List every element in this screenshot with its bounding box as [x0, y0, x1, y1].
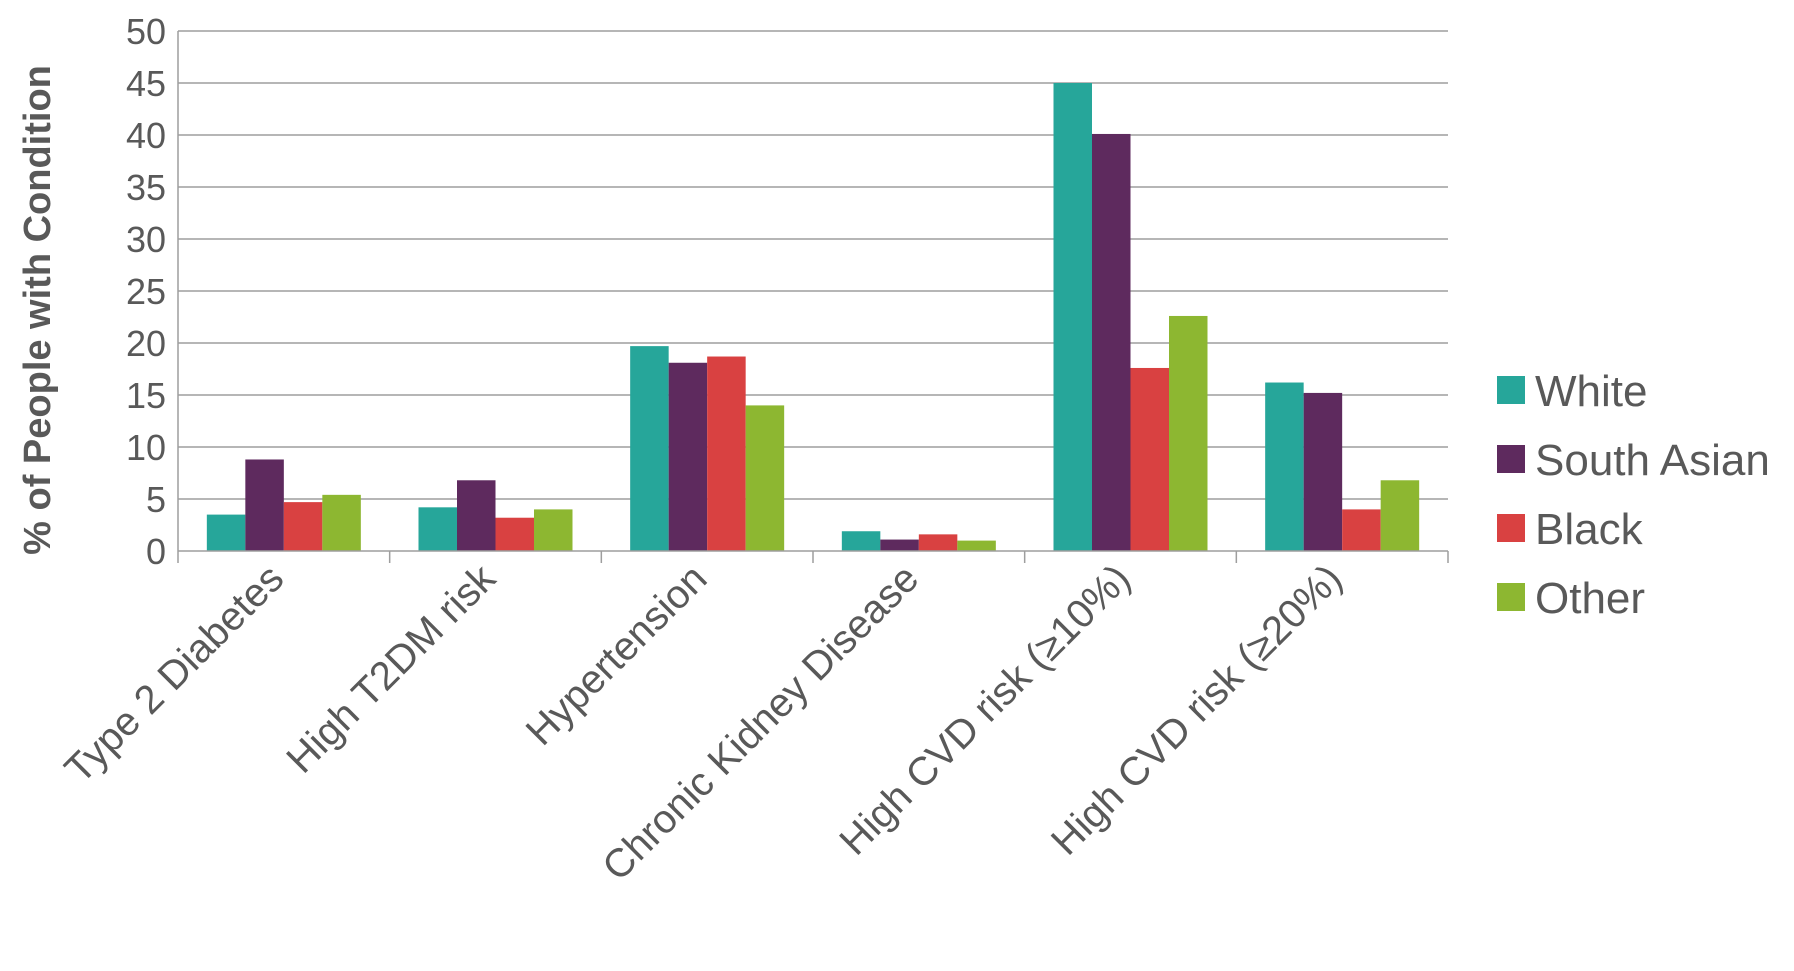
legend-swatch [1497, 583, 1525, 611]
y-tick-label: 25 [126, 271, 166, 312]
y-tick-label: 35 [126, 167, 166, 208]
bar [745, 405, 785, 551]
y-tick-label: 15 [126, 375, 166, 416]
axes [177, 31, 1449, 563]
legend-label: Other [1535, 574, 1645, 623]
y-tick-label: 50 [126, 11, 166, 52]
bar [1053, 83, 1092, 551]
bar [534, 509, 573, 551]
bar [418, 507, 457, 551]
y-tick-label: 45 [126, 63, 166, 104]
y-tick-label: 20 [126, 323, 166, 364]
y-tick-labels: 0 5 10 15 20 25 30 35 40 45 50 [126, 11, 166, 572]
bar [957, 540, 996, 551]
y-tick-label: 0 [146, 531, 166, 572]
bar [1092, 133, 1131, 551]
bar [1380, 480, 1420, 551]
bar [1130, 367, 1169, 551]
legend-swatch [1497, 514, 1525, 542]
legend-swatch [1497, 376, 1525, 404]
x-tick-label: Type 2 Diabetes [57, 556, 293, 792]
bar [630, 346, 669, 551]
legend-swatch [1497, 445, 1525, 473]
bar [1265, 382, 1304, 551]
y-tick-label: 30 [126, 219, 166, 260]
bar [322, 494, 361, 551]
bar [1303, 392, 1343, 551]
y-axis-label: % of People with Condition [17, 65, 59, 555]
x-tick-label: Hypertension [518, 556, 716, 754]
bar [707, 356, 746, 551]
legend-label: White [1535, 367, 1647, 416]
legend-label: South Asian [1535, 436, 1770, 485]
bar [1342, 509, 1381, 551]
bar [1169, 315, 1208, 551]
bar [457, 480, 496, 551]
legend-label: Black [1535, 505, 1644, 554]
bars [206, 83, 1420, 551]
bar [668, 362, 708, 551]
legend: White South Asian Black Other [1497, 367, 1770, 623]
y-tick-label: 40 [126, 115, 166, 156]
bar [495, 517, 534, 551]
y-tick-label: 10 [126, 427, 166, 468]
bar [283, 502, 323, 551]
bar [841, 531, 881, 551]
y-tick-label: 5 [146, 479, 166, 520]
bar [206, 514, 246, 551]
gridlines [178, 30, 1448, 500]
bar [918, 534, 958, 551]
x-tick-label: High T2DM risk [278, 556, 504, 782]
bar [245, 459, 284, 551]
bar [880, 539, 919, 551]
